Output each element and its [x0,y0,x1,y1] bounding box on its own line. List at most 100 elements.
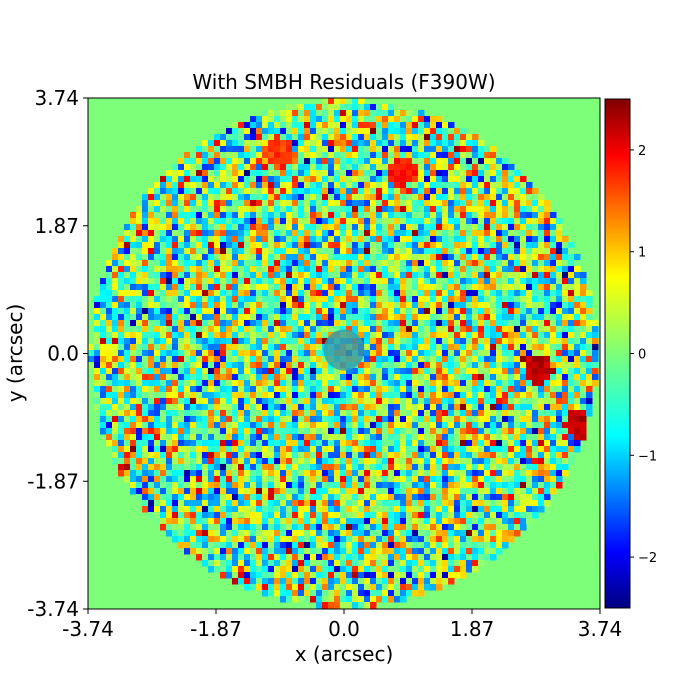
heatmap-cell [364,464,371,471]
heatmap-cell [250,296,257,303]
heatmap-cell [262,320,269,327]
heatmap-cell [220,242,227,249]
heatmap-cell [166,452,173,459]
heatmap-cell [190,398,197,405]
heatmap-cell [274,368,281,375]
heatmap-cell [214,392,221,399]
heatmap-cell [364,356,371,363]
heatmap-cell [430,488,437,495]
heatmap-cell [454,410,461,417]
heatmap-cell [160,242,167,249]
heatmap-cell [520,482,527,489]
heatmap-cell [568,386,575,393]
heatmap-cell [238,236,245,243]
heatmap-cell [274,410,281,417]
heatmap-cell [142,452,149,459]
heatmap-cell [388,128,395,135]
heatmap-cell [322,356,329,363]
heatmap-cell [538,230,545,237]
heatmap-cell [250,242,257,249]
heatmap-cell [328,146,335,153]
heatmap-cell [298,308,305,315]
heatmap-cell [208,494,215,501]
heatmap-cell [562,422,569,429]
heatmap-cell [448,338,455,345]
heatmap-cell [250,452,257,459]
heatmap-cell [460,290,467,297]
heatmap-cell [352,518,359,525]
heatmap-cell [376,188,383,195]
heatmap-cell [274,242,281,249]
heatmap-cell [142,458,149,465]
heatmap-cell [358,512,365,519]
heatmap-cell [538,266,545,273]
heatmap-cell [244,242,251,249]
heatmap-cell [160,176,167,183]
heatmap-cell [586,392,593,399]
heatmap-cell [412,188,419,195]
heatmap-cell [478,398,485,405]
heatmap-cell [208,182,215,189]
heatmap-cell [322,326,329,333]
heatmap-cell [574,326,581,333]
heatmap-cell [274,206,281,213]
heatmap-cell [496,410,503,417]
heatmap-cell [574,320,581,327]
heatmap-cell [412,350,419,357]
heatmap-cell [466,278,473,285]
heatmap-cell [496,416,503,423]
heatmap-cell [502,452,509,459]
heatmap-cell [358,326,365,333]
heatmap-cell [436,260,443,267]
heatmap-cell [400,134,407,141]
heatmap-cell [244,404,251,411]
heatmap-cell [322,308,329,315]
heatmap-cell [316,470,323,477]
heatmap-cell [250,224,257,231]
heatmap-cell [472,266,479,273]
heatmap-cell [274,188,281,195]
heatmap-cell [484,368,491,375]
heatmap-cell [406,488,413,495]
heatmap-cell [490,212,497,219]
heatmap-cell [436,428,443,435]
heatmap-cell [148,446,155,453]
heatmap-cell [112,428,119,435]
heatmap-cell [214,308,221,315]
heatmap-cell [322,104,329,111]
heatmap-cell [436,146,443,153]
heatmap-cell [262,500,269,507]
heatmap-cell [268,194,275,201]
heatmap-cell [250,518,257,525]
heatmap-cell [424,188,431,195]
heatmap-cell [226,272,233,279]
heatmap-cell [406,248,413,255]
heatmap-cell [568,428,575,435]
heatmap-cell [160,188,167,195]
heatmap-cell [412,494,419,501]
heatmap-cell [370,374,377,381]
heatmap-cell [520,506,527,513]
heatmap-cell [436,308,443,315]
heatmap-cell [286,488,293,495]
heatmap-cell [478,488,485,495]
heatmap-cell [208,434,215,441]
heatmap-cell [268,260,275,267]
heatmap-cell [424,452,431,459]
heatmap-cell [562,386,569,393]
heatmap-cell [214,170,221,177]
heatmap-cell [280,284,287,291]
heatmap-cell [388,338,395,345]
heatmap-cell [538,278,545,285]
heatmap-cell [328,98,335,105]
heatmap-cell [208,284,215,291]
heatmap-cell [220,338,227,345]
heatmap-cell [310,482,317,489]
heatmap-cell [94,338,101,345]
heatmap-cell [328,314,335,321]
heatmap-cell [484,398,491,405]
heatmap-cell [196,176,203,183]
heatmap-cell [472,332,479,339]
heatmap-cell [412,260,419,267]
heatmap-cell [268,344,275,351]
